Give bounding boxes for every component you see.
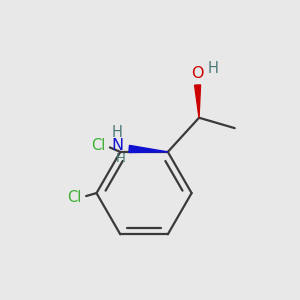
Text: H: H <box>111 125 122 140</box>
Text: Cl: Cl <box>67 190 81 205</box>
Text: H: H <box>115 152 125 165</box>
Text: Cl: Cl <box>91 139 105 154</box>
Text: N: N <box>112 139 124 154</box>
Text: O: O <box>191 66 204 81</box>
Polygon shape <box>195 85 200 118</box>
Polygon shape <box>129 146 168 152</box>
Text: H: H <box>208 61 218 76</box>
